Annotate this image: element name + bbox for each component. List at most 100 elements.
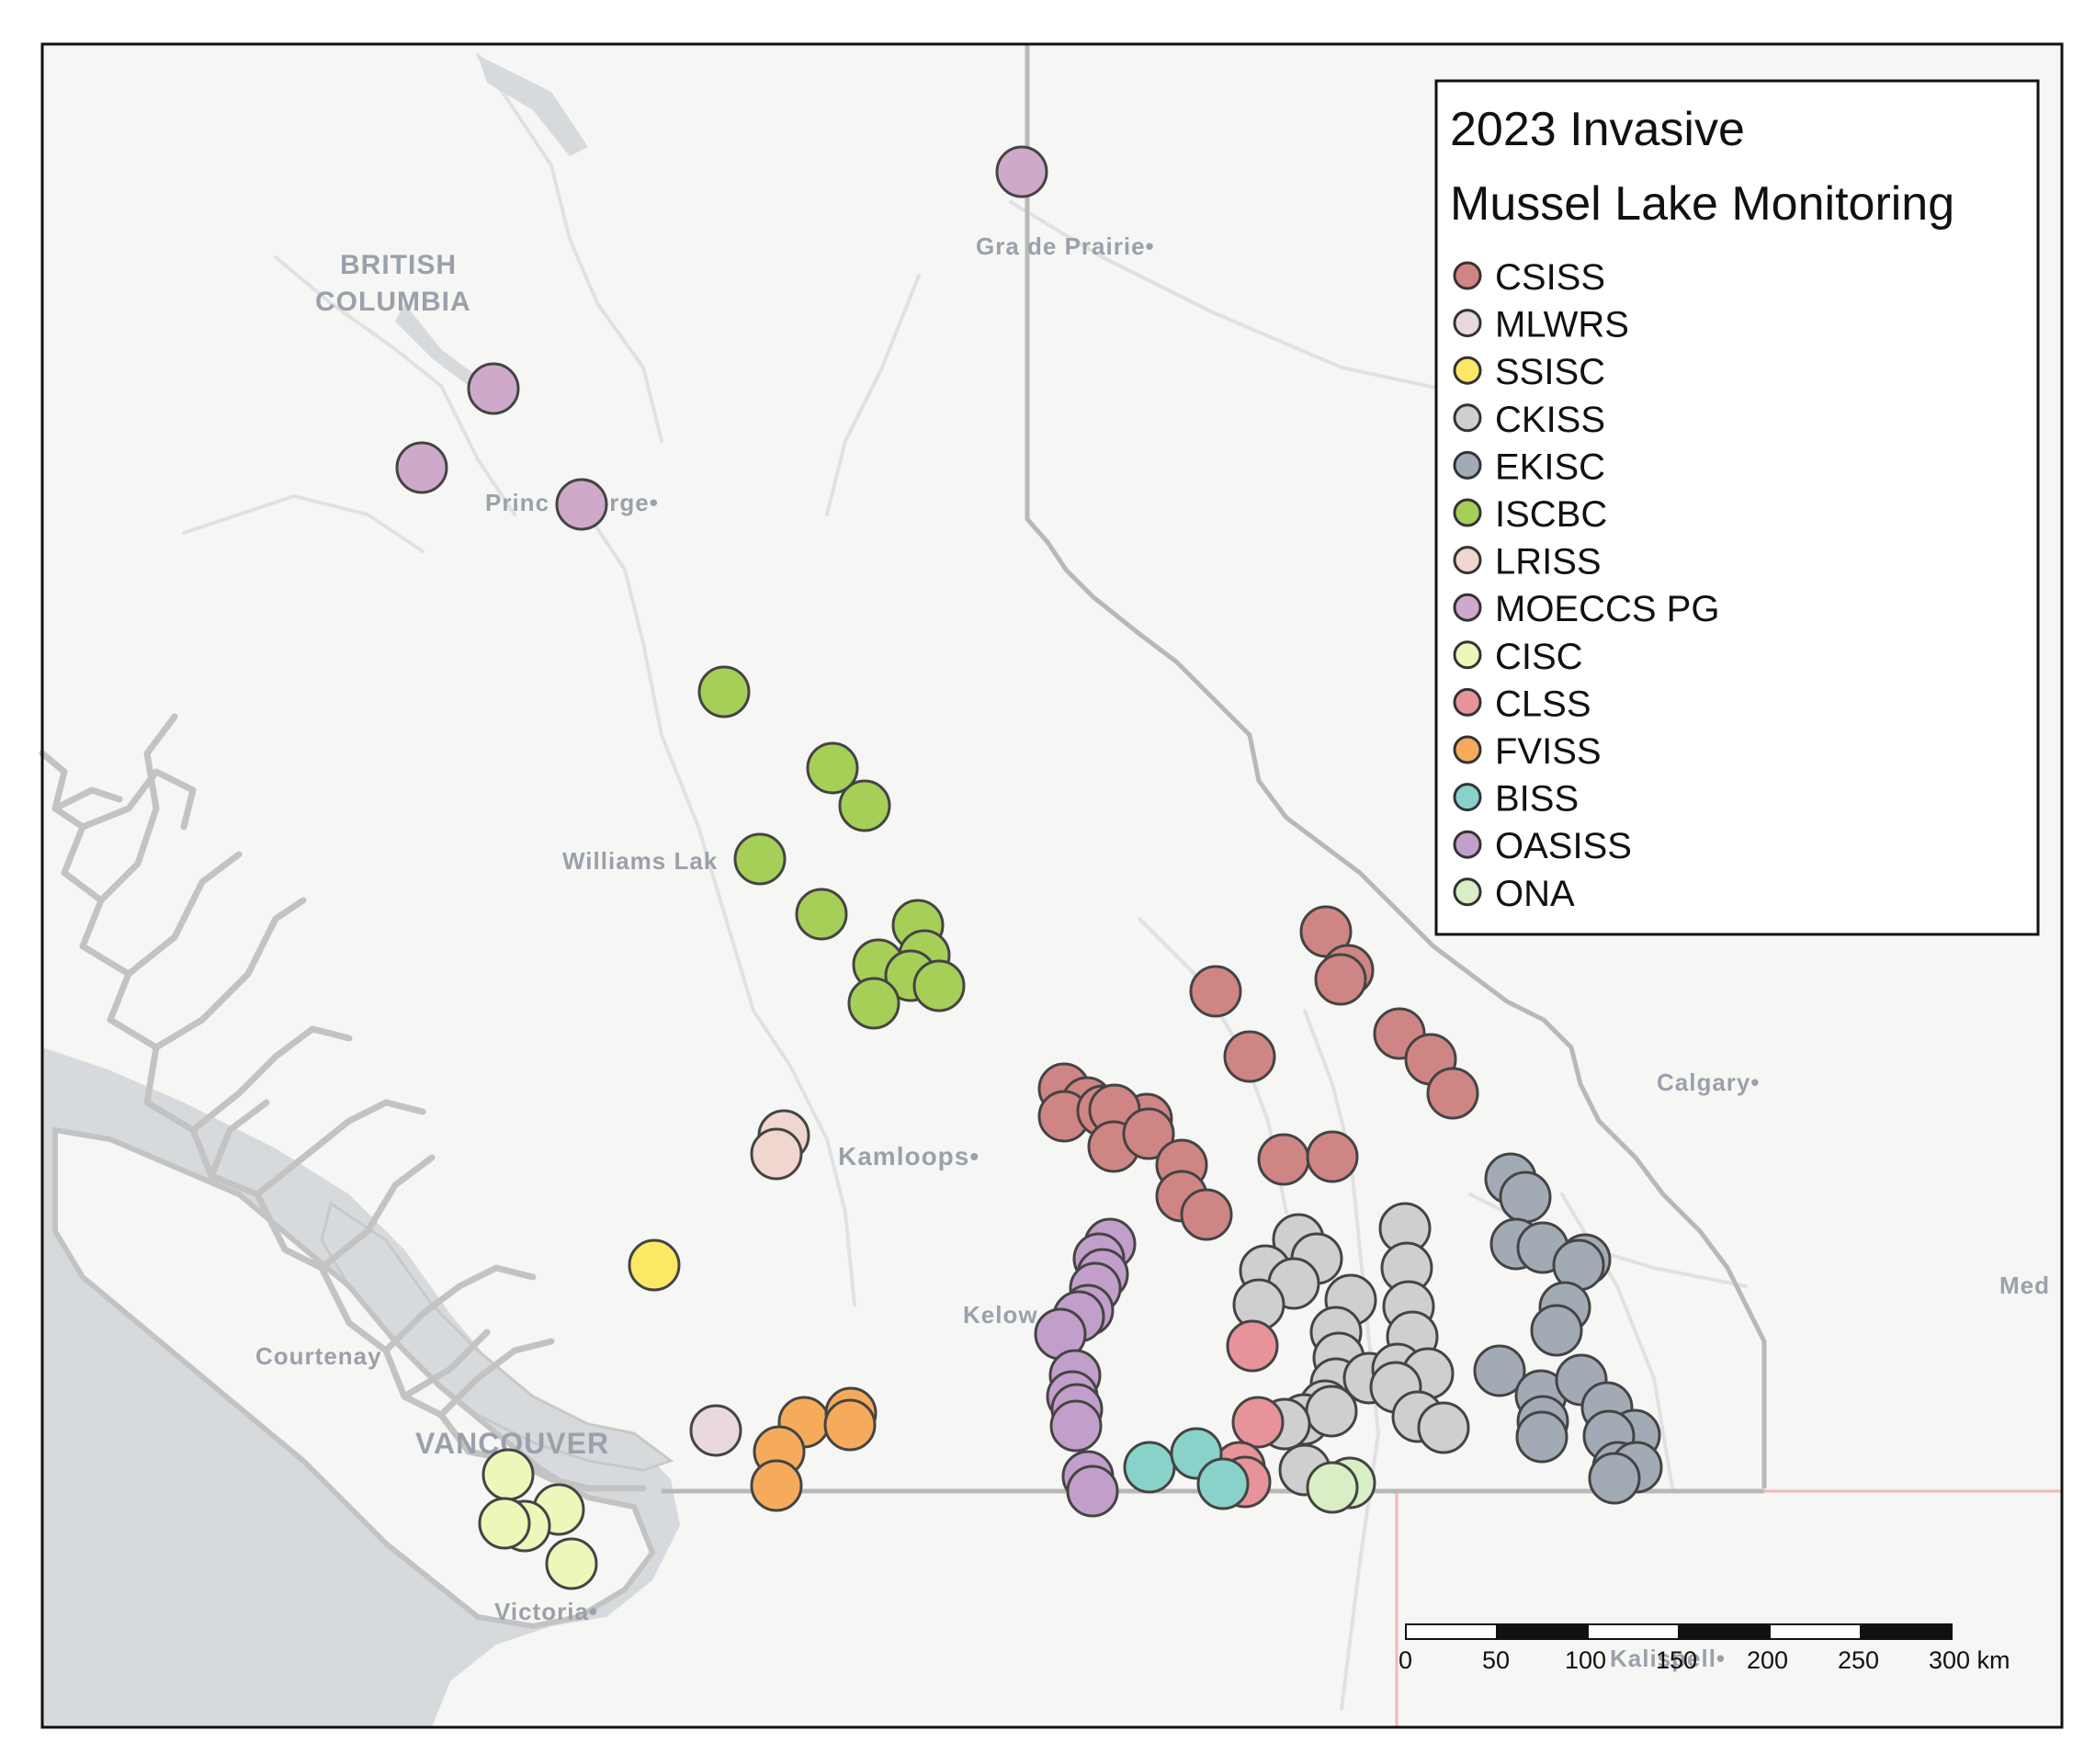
legend-swatch-clss <box>1453 687 1482 717</box>
site-marker-iscbc <box>795 888 848 941</box>
site-marker-csiss <box>1122 1107 1175 1160</box>
site-marker-csiss <box>1306 1130 1359 1183</box>
scale-tick-150: 150 <box>1656 1646 1697 1674</box>
label-british-columbia-2: COLUMBIA <box>315 287 471 317</box>
site-marker-lriss <box>750 1127 803 1181</box>
scale-tick-200: 200 <box>1747 1646 1788 1674</box>
place-labels: BRITISH COLUMBIA Gra de Prairie• Princ e… <box>255 232 2050 1672</box>
scale-tick-50: 50 <box>1482 1646 1510 1674</box>
site-marker-oasiss <box>1066 1464 1119 1518</box>
scale-seg-3 <box>1587 1623 1680 1640</box>
site-marker-clss <box>1231 1396 1285 1449</box>
site-marker-cisc <box>481 1448 535 1501</box>
site-marker-fviss <box>750 1459 803 1512</box>
legend-label-ssisc: SSISC <box>1495 352 1605 392</box>
site-marker-iscbc <box>806 741 859 795</box>
legend-label-biss: BISS <box>1495 779 1579 820</box>
label-kelowna: Kelow <box>963 1301 1038 1329</box>
scale-bar: 0 50 100 150 200 250 300 km <box>1399 1623 2010 1674</box>
legend-swatch-ssisc <box>1453 356 1482 385</box>
site-marker-ckiss <box>1417 1401 1470 1454</box>
legend-swatch-moeccs_pg <box>1453 593 1482 622</box>
label-calgary: Calgary• <box>1657 1069 1760 1096</box>
site-marker-csiss <box>1257 1133 1310 1186</box>
scale-seg-1 <box>1405 1623 1498 1640</box>
legend-swatch-csiss <box>1453 261 1482 290</box>
legend-label-mlwrs: MLWRS <box>1495 305 1629 345</box>
legend-swatch-biss <box>1453 783 1482 812</box>
legend-label-clss: CLSS <box>1495 684 1591 724</box>
site-marker-mlwrs <box>689 1404 742 1457</box>
site-marker-moeccs_pg <box>995 145 1048 198</box>
scale-seg-2 <box>1496 1623 1589 1640</box>
site-marker-csiss <box>1223 1030 1276 1083</box>
site-marker-ekisc <box>1515 1410 1568 1464</box>
scale-tick-250: 250 <box>1838 1646 1879 1674</box>
scale-tick-0: 0 <box>1399 1646 1412 1674</box>
site-marker-ekisc <box>1473 1344 1526 1397</box>
site-marker-biss <box>1123 1441 1176 1494</box>
scale-tick-100: 100 <box>1565 1646 1606 1674</box>
label-med: Med <box>1999 1272 2050 1299</box>
legend: 2023 Invasive Mussel Lake Monitoring CSI… <box>1434 79 2040 936</box>
legend-label-lriss: LRISS <box>1495 542 1602 582</box>
legend-label-fviss: FVISS <box>1495 731 1602 772</box>
legend-swatch-cisc <box>1453 640 1482 670</box>
site-marker-ssisc <box>628 1238 681 1292</box>
site-marker-ona <box>1306 1461 1359 1514</box>
site-marker-clss <box>1226 1319 1279 1373</box>
site-marker-oasiss <box>1049 1399 1103 1453</box>
site-marker-moeccs_pg <box>395 441 448 494</box>
site-marker-iscbc <box>697 665 751 718</box>
label-grande-prairie: Gra de Prairie• <box>976 232 1155 260</box>
map-frame-border <box>40 42 2064 1729</box>
site-marker-iscbc <box>912 959 966 1012</box>
legend-label-iscbc: ISCBC <box>1495 494 1607 535</box>
legend-swatch-fviss <box>1453 735 1482 764</box>
scale-tick-300-km: 300 km <box>1929 1646 2010 1674</box>
site-marker-cisc <box>478 1497 531 1550</box>
site-marker-ekisc <box>1499 1170 1552 1224</box>
scale-seg-6 <box>1860 1623 1953 1640</box>
legend-swatch-iscbc <box>1453 498 1482 527</box>
legend-box <box>1434 79 2040 936</box>
site-marker-fviss <box>823 1398 877 1452</box>
site-marker-ckiss <box>1305 1385 1358 1438</box>
legend-swatch-oasiss <box>1453 830 1482 859</box>
legend-items: CSISS MLWRS SSISC CKISS EKISC ISCBC LRISS MOECC… <box>1453 257 1719 914</box>
legend-label-ona: ONA <box>1495 874 1575 914</box>
label-kalispell: Kalispell• <box>1610 1645 1726 1672</box>
legend-swatch-mlwrs <box>1453 309 1482 338</box>
legend-label-csiss: CSISS <box>1495 257 1605 298</box>
legend-swatch-ckiss <box>1453 403 1482 433</box>
label-courtenay: Courtenay <box>255 1342 382 1370</box>
label-williams-lake: Williams Lak <box>562 847 718 875</box>
legend-title-line1: 2023 Invasive <box>1450 103 1745 156</box>
legend-label-oasiss: OASISS <box>1495 826 1632 866</box>
site-marker-csiss <box>1189 965 1242 1018</box>
site-marker-moeccs_pg <box>467 362 520 415</box>
legend-label-ckiss: CKISS <box>1495 400 1605 440</box>
scale-seg-5 <box>1769 1623 1862 1640</box>
site-marker-csiss <box>1180 1188 1233 1241</box>
site-marker-ekisc <box>1588 1452 1641 1505</box>
scale-seg-4 <box>1678 1623 1771 1640</box>
site-marker-ekisc <box>1530 1304 1583 1357</box>
site-marker-biss <box>1196 1457 1250 1510</box>
legend-label-ekisc: EKISC <box>1495 447 1605 487</box>
site-marker-csiss <box>1426 1067 1479 1120</box>
legend-swatch-ona <box>1453 877 1482 907</box>
monitoring-sites <box>395 145 1663 1590</box>
coastline-fjords <box>39 713 647 1492</box>
label-victoria: Victoria• <box>494 1598 598 1625</box>
label-kamloops: Kamloops• <box>838 1142 980 1170</box>
site-marker-csiss <box>1314 953 1367 1006</box>
label-british-columbia-1: BRITISH <box>340 250 457 280</box>
northern-lakes <box>395 55 588 386</box>
site-marker-cisc <box>545 1537 598 1590</box>
legend-label-moeccs_pg: MOECCS PG <box>1495 589 1719 629</box>
site-marker-iscbc <box>847 977 900 1030</box>
legend-title-line2: Mussel Lake Monitoring <box>1450 177 1954 231</box>
